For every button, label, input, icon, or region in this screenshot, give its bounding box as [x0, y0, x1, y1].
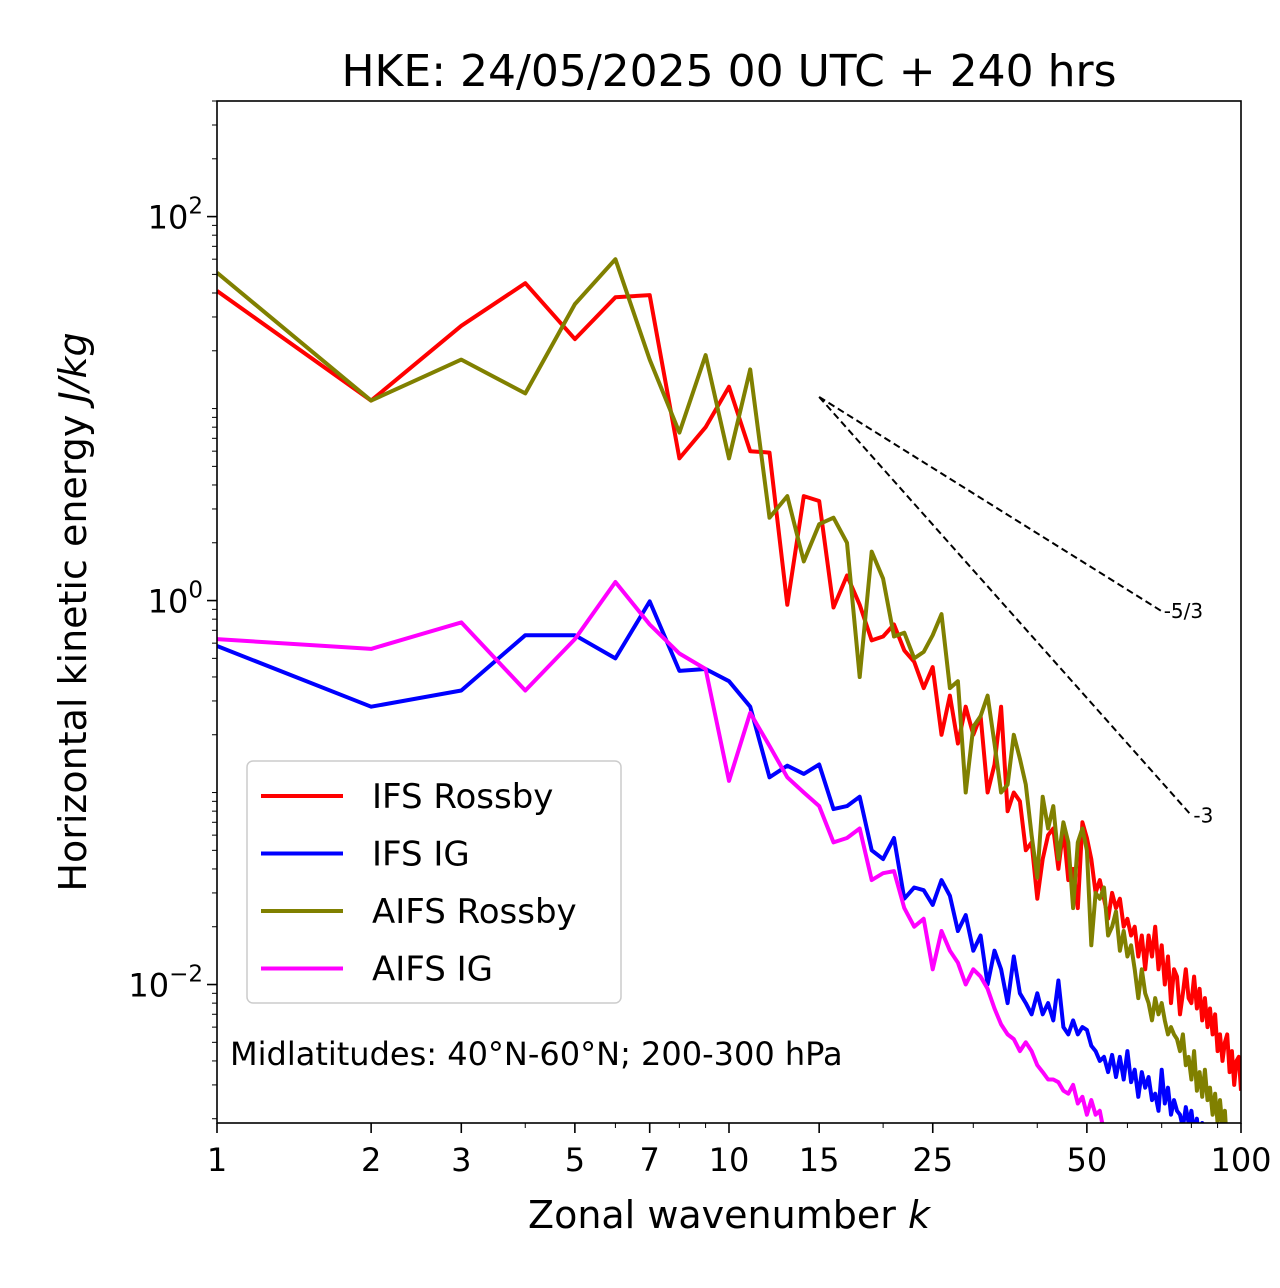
reference-slopes: -5/3 -3	[818, 396, 1213, 827]
legend-label-ifs-rossby: IFS Rossby	[372, 777, 553, 817]
series-line-aifs-rossby	[217, 257, 1228, 1123]
x-tick-label: 10	[709, 1141, 750, 1179]
chart-title: HKE: 24/05/2025 00 UTC + 240 hrs	[341, 46, 1116, 97]
x-tick-label: 1	[207, 1141, 227, 1179]
x-tick-label: 25	[912, 1141, 953, 1179]
y-axis-label: Horizontal kinetic energy J/kg	[51, 332, 95, 891]
series-line-ifs-ig	[217, 599, 1205, 1123]
plot-lines	[217, 257, 1241, 1123]
x-tick-label: 2	[361, 1141, 381, 1179]
legend: IFS Rossby IFS IG AIFS Rossby AIFS IG	[246, 760, 622, 1004]
legend-label-ifs-ig: IFS IG	[372, 835, 470, 875]
legend-label-aifs-rossby: AIFS Rossby	[372, 892, 577, 932]
x-tick-label: 3	[451, 1141, 471, 1179]
axis-ticks: 1 2 3 5 7 10 15 25 50 100 10−2 100 102	[128, 100, 1272, 1179]
plot-frame	[216, 100, 1242, 1124]
x-tick-label: 15	[799, 1141, 840, 1179]
x-axis-label-variable: k	[908, 1193, 932, 1237]
y-tick-label: 10−2	[128, 962, 203, 1005]
reference-slope-line-1	[818, 396, 1193, 817]
y-axis-label-text: Horizontal kinetic energy	[51, 415, 95, 892]
x-axis-label: Zonal wavenumber k	[528, 1193, 932, 1237]
y-tick-label: 100	[148, 578, 203, 621]
region-annotation: Midlatitudes: 40°N-60°N; 200-300 hPa	[230, 1035, 843, 1073]
x-tick-label: 7	[640, 1141, 660, 1179]
legend-label-aifs-ig: AIFS IG	[372, 950, 493, 990]
x-tick-label: 100	[1210, 1141, 1271, 1179]
x-tick-label: 5	[565, 1141, 585, 1179]
reference-slope-label-0: -5/3	[1164, 599, 1203, 623]
x-axis-label-text: Zonal wavenumber	[528, 1193, 896, 1237]
reference-slope-label-1: -3	[1193, 803, 1213, 827]
y-axis-label-unit: J/kg	[51, 332, 95, 409]
reference-slope-line-0	[818, 396, 1163, 613]
series-line-aifs-ig	[217, 580, 1105, 1123]
legend-box	[246, 760, 622, 1004]
x-tick-label: 50	[1067, 1141, 1108, 1179]
y-tick-label: 102	[148, 194, 203, 237]
